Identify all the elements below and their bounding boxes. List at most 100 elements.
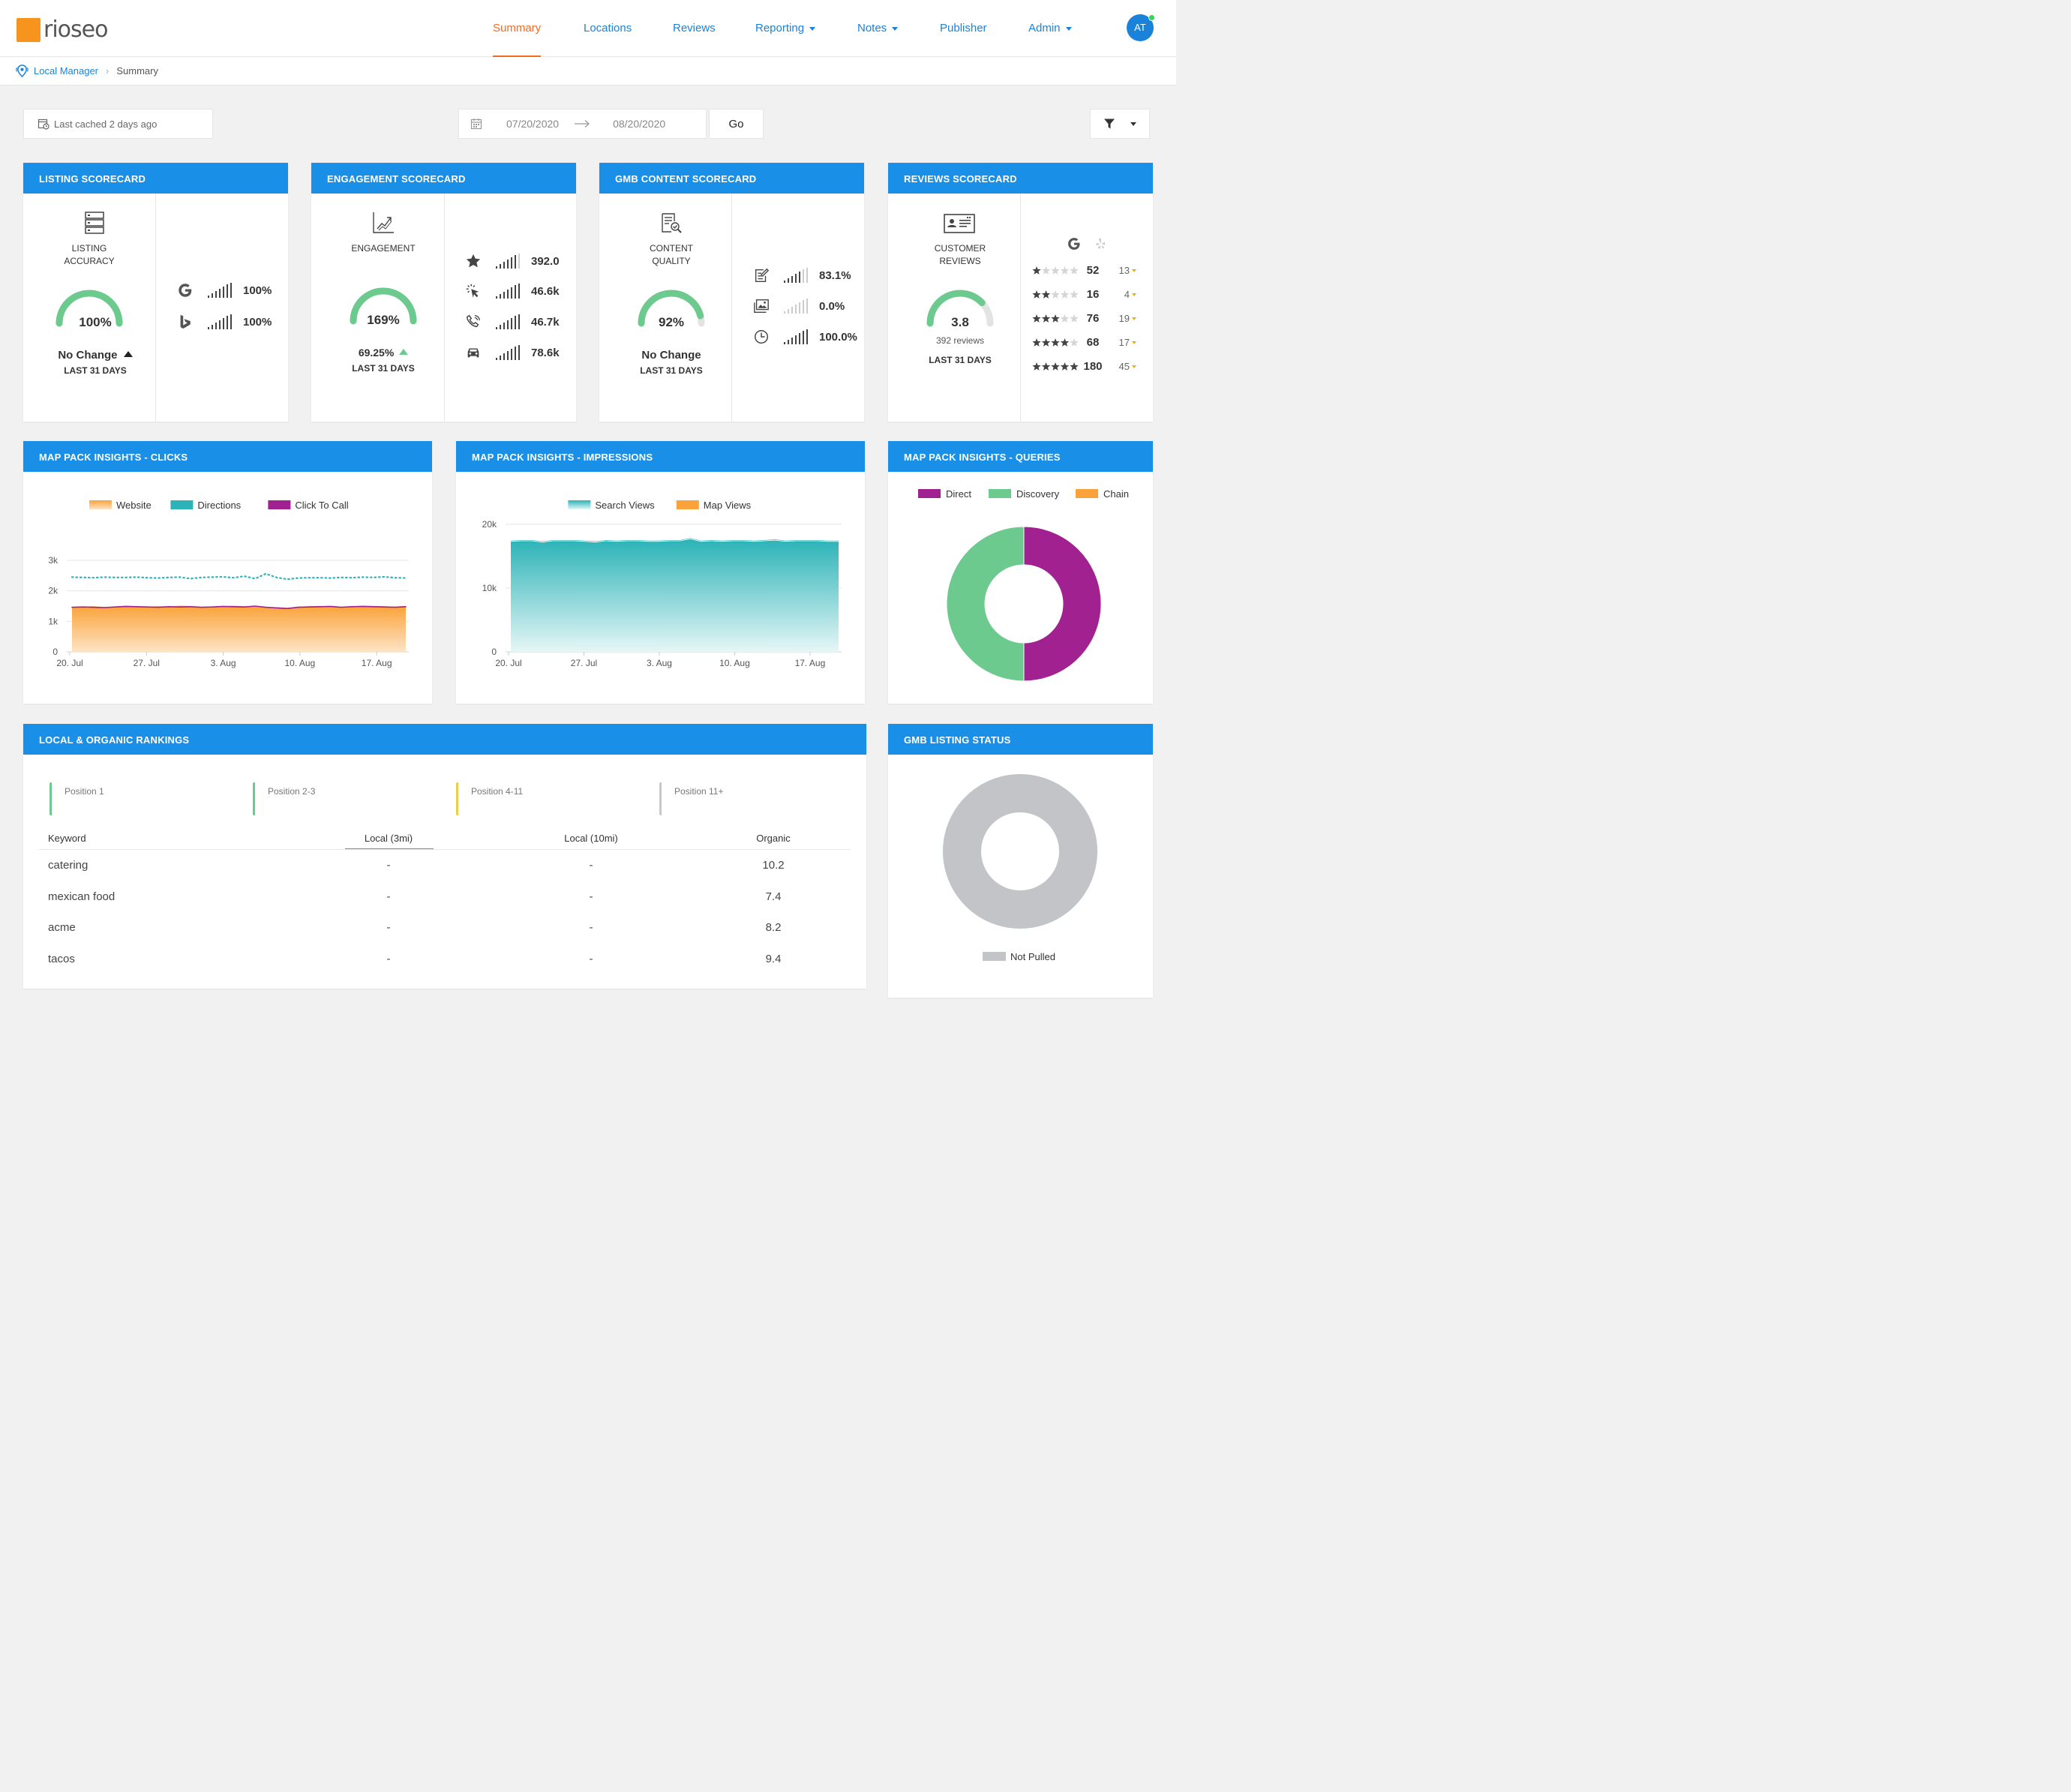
google-icon (179, 284, 192, 297)
gauge-value: 92% (658, 315, 685, 329)
rankings-card: LOCAL & ORGANIC RANKINGS (23, 724, 866, 989)
column-header-keyword[interactable]: Keyword (48, 833, 86, 844)
legend-label[interactable]: Website (116, 500, 152, 511)
star-icon (1032, 266, 1041, 275)
nav-reviews[interactable]: Reviews (673, 22, 716, 35)
star-icon (1032, 290, 1041, 299)
bing-accuracy-value: 100% (243, 315, 272, 329)
star-rating-icon (1032, 266, 1079, 275)
keyword-cell: acme (48, 921, 76, 934)
star-icon (1060, 266, 1070, 275)
caret-down-icon (1132, 341, 1136, 344)
column-header-local-3mi[interactable]: Local (3mi) (364, 833, 413, 844)
y-tick-label: 1k (48, 616, 59, 626)
y-tick-label: 0 (53, 647, 58, 657)
card-title: ENGAGEMENT SCORECARD (311, 163, 576, 194)
x-tick-label: 17. Aug (362, 658, 392, 668)
legend-label[interactable]: Direct (946, 488, 971, 500)
legend-label[interactable]: Directions (197, 500, 241, 511)
triangle-up-icon (399, 349, 409, 355)
star-icon (1070, 266, 1079, 275)
legend-swatch (268, 500, 291, 509)
logo-text: rioseo (44, 17, 108, 43)
star-icon (1070, 290, 1079, 299)
user-avatar[interactable]: AT (1127, 14, 1155, 41)
change-indicator: No Change (23, 349, 167, 362)
star-icon (1060, 362, 1070, 371)
local-10mi-cell: - (589, 952, 593, 965)
gauge-value: 3.8 (951, 315, 969, 329)
position-legend-item: Position 4-11 (456, 782, 523, 815)
star-rating-icon (1032, 290, 1079, 299)
nav-admin[interactable]: Admin (1028, 0, 1072, 57)
yelp-review-count: 19 (1118, 313, 1130, 324)
star-icon (1051, 362, 1060, 371)
donut-slice-not-pulled[interactable] (943, 774, 1097, 929)
nav-locations[interactable]: Locations (584, 22, 632, 35)
google-accuracy-value: 100% (243, 284, 272, 297)
gmb-listing-status-card: GMB LISTING STATUS Not Pulled (888, 724, 1153, 998)
position-legend-item: Position 1 (50, 782, 104, 815)
nav-reporting[interactable]: Reporting (755, 0, 816, 57)
legend-label[interactable]: Chain (1103, 488, 1129, 500)
column-header-local-10mi[interactable]: Local (10mi) (564, 833, 618, 844)
yelp-review-count: 17 (1118, 337, 1130, 348)
divider (155, 194, 156, 422)
nav-publisher[interactable]: Publisher (940, 22, 987, 35)
date-range-picker[interactable]: 07/20/2020 08/20/2020 (458, 109, 707, 139)
images-icon (754, 299, 769, 313)
legend-label[interactable]: Not Pulled (1010, 951, 1055, 962)
breadcrumb-local-manager[interactable]: Local Manager (34, 65, 98, 77)
series-line (510, 539, 839, 544)
donut-slice-discovery[interactable] (946, 526, 1025, 682)
y-tick-label: 10k (482, 583, 497, 593)
bing-metric: 100% (177, 314, 272, 330)
local-3mi-cell: - (386, 952, 391, 965)
start-date-input[interactable]: 07/20/2020 (506, 118, 560, 130)
card-title: MAP PACK INSIGHTS - IMPRESSIONS (456, 441, 865, 472)
local-3mi-cell: - (386, 859, 391, 872)
filter-dropdown-button[interactable] (1090, 109, 1150, 139)
calendar-icon (470, 119, 482, 130)
caret-down-icon (1132, 269, 1136, 272)
google-review-count: 16 (1086, 288, 1100, 301)
period-label: LAST 31 DAYS (929, 355, 992, 365)
chart-legend: Search Views Map Views (568, 500, 752, 511)
column-header-organic[interactable]: Organic (756, 833, 791, 844)
divider (1020, 194, 1021, 422)
legend-swatch (1076, 489, 1098, 498)
card-title: REVIEWS SCORECARD (888, 163, 1153, 194)
go-button[interactable]: Go (709, 109, 764, 139)
signal-bars-icon (496, 284, 520, 299)
rating-gauge (926, 290, 994, 327)
queries-chart: Direct Discovery Chain (918, 488, 1129, 682)
chart-legend: Website Directions Click To Call (89, 500, 349, 511)
signal-bars-icon (208, 283, 232, 298)
hours-metric: 100.0% (753, 329, 857, 345)
legend-swatch (676, 500, 699, 509)
x-tick-label: 27. Jul (571, 658, 597, 668)
clicks-metric: 46.6k (465, 283, 560, 299)
trend-chart-icon (373, 212, 394, 233)
legend-swatch (983, 952, 1006, 961)
donut-slice-direct[interactable] (1023, 526, 1102, 682)
location-pin-icon (16, 65, 29, 78)
position-legend-item: Position 11+ (659, 782, 724, 815)
legend-swatch (568, 500, 591, 509)
nav-summary[interactable]: Summary (493, 0, 542, 57)
nav-notes[interactable]: Notes (857, 0, 899, 57)
rioseo-logo[interactable]: rioseo (17, 17, 108, 43)
chevron-down-icon (1130, 122, 1136, 126)
signal-bars-icon (496, 314, 520, 329)
legend-label[interactable]: Map Views (704, 500, 752, 511)
x-tick-label: 10. Aug (285, 658, 316, 668)
server-icon (85, 212, 104, 234)
engagement-scorecard: ENGAGEMENT SCORECARD ENGAGEMENT 169% 69.… (311, 163, 576, 422)
end-date-input[interactable]: 08/20/2020 (613, 118, 666, 130)
legend-label[interactable]: Discovery (1016, 488, 1060, 500)
x-tick-label: 3. Aug (647, 658, 672, 668)
cache-status: Last cached 2 days ago (23, 109, 213, 139)
legend-label[interactable]: Click To Call (295, 500, 348, 511)
star-icon (1070, 314, 1079, 323)
legend-label[interactable]: Search Views (595, 500, 655, 511)
